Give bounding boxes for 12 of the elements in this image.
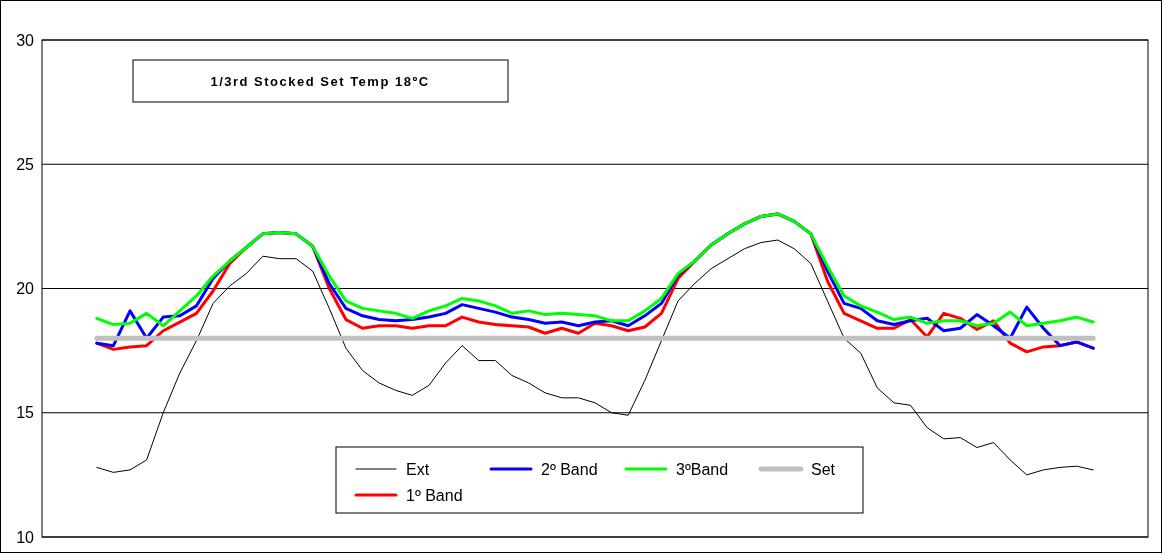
legend-label: Ext: [406, 460, 430, 478]
legend-label: Set: [811, 460, 836, 478]
y-tick-label: 10: [16, 528, 35, 546]
y-tick-label: 25: [16, 155, 35, 173]
y-tick-label: 15: [16, 404, 35, 422]
y-tick-label: 20: [16, 280, 35, 298]
legend-label: 1º Band: [406, 486, 463, 504]
legend-label: 3ºBand: [676, 460, 729, 478]
y-tick-label: 30: [16, 31, 35, 49]
text: 1/3rd Stocked Set Temp 18ºC: [210, 74, 430, 89]
legend-label: 2º Band: [541, 460, 598, 478]
line-series: [95, 212, 1095, 328]
